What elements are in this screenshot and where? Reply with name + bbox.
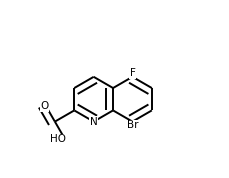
Text: O: O [41,101,49,111]
Text: HO: HO [50,134,66,144]
Text: F: F [129,68,135,78]
Text: N: N [89,117,97,127]
Text: Br: Br [126,120,138,130]
